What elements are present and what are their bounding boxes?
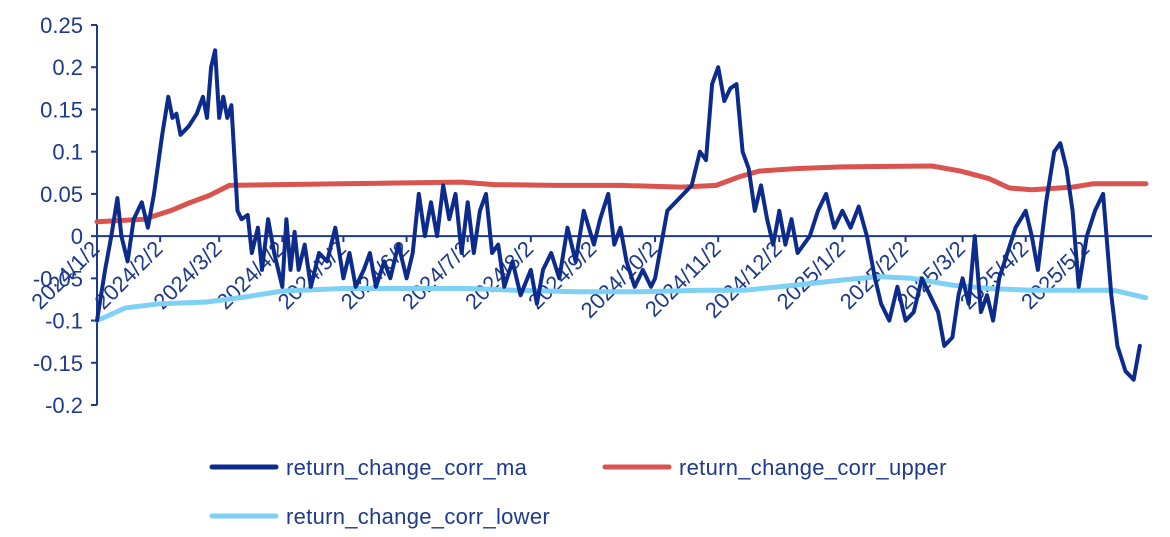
legend-label-ma: return_change_corr_ma [286,455,528,480]
legend-label-upper: return_change_corr_upper [679,455,947,480]
y-tick-label: -0.1 [45,309,83,334]
series-layer [94,48,1149,382]
x-tick-label: 2025/1/2 [772,236,850,314]
legend-item-ma: return_change_corr_ma [209,455,528,480]
legend-item-lower: return_change_corr_lower [209,504,550,529]
y-axis-ticks: -0.2 -0.15 -0.1 -0.05 0 0.05 0.1 0.15 0.2 0.25 [33,13,97,418]
y-tick-label: 0.1 [52,140,83,165]
y-tick-label: -0.15 [33,351,83,376]
y-tick-label: 0 [71,224,83,249]
y-tick-label: 0.15 [40,97,83,122]
y-tick-label: 0.25 [40,13,83,38]
x-tick-label: 2025/5/2 [1016,236,1094,314]
legend: return_change_corr_ma return_change_corr… [209,455,947,529]
y-tick-label: 0.2 [52,55,83,80]
y-tick-label: 0.05 [40,182,83,207]
legend-item-upper: return_change_corr_upper [602,455,947,480]
plot-area: -0.2 -0.15 -0.1 -0.05 0 0.05 0.1 0.15 0.2 0.25 20… [26,13,1152,418]
series-line-return_change_corr_ma [95,48,1142,382]
y-tick-label: -0.2 [45,393,83,418]
y-tick-label: -0.05 [33,266,83,291]
legend-label-lower: return_change_corr_lower [286,504,550,529]
series-line-return_change_corr_upper [94,163,1149,225]
